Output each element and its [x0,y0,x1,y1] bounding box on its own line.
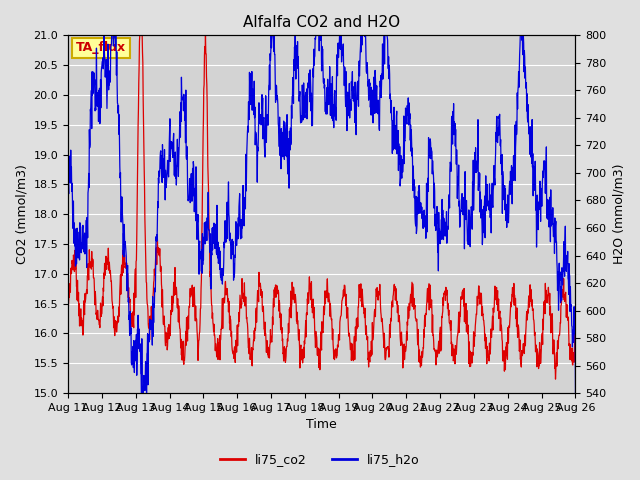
li75_co2 [572,342,579,348]
li75_h2o [64,177,72,182]
li75_co2 [353,315,361,321]
Y-axis label: CO2 (mmol/m3): CO2 (mmol/m3) [15,164,28,264]
li75_h2o [300,80,307,86]
li75_h2o [138,390,145,396]
Line: li75_co2: li75_co2 [68,36,575,379]
li75_h2o [124,299,132,305]
Text: TA_flux: TA_flux [76,41,126,54]
li75_h2o [280,126,288,132]
li75_co2 [300,355,307,361]
li75_co2 [291,293,298,299]
li75_h2o [354,79,362,85]
li75_co2 [280,358,287,364]
Legend: li75_co2, li75_h2o: li75_co2, li75_h2o [215,448,425,471]
li75_co2 [552,376,559,382]
Y-axis label: H2O (mmol/m3): H2O (mmol/m3) [612,164,625,264]
li75_h2o [291,44,298,50]
X-axis label: Time: Time [307,419,337,432]
li75_h2o [100,33,108,38]
li75_co2 [64,292,72,298]
li75_h2o [572,390,579,396]
Title: Alfalfa CO2 and H2O: Alfalfa CO2 and H2O [243,15,400,30]
li75_co2 [104,256,111,262]
Line: li75_h2o: li75_h2o [68,36,575,393]
li75_co2 [124,277,132,283]
li75_co2 [136,33,143,38]
li75_h2o [104,65,111,71]
